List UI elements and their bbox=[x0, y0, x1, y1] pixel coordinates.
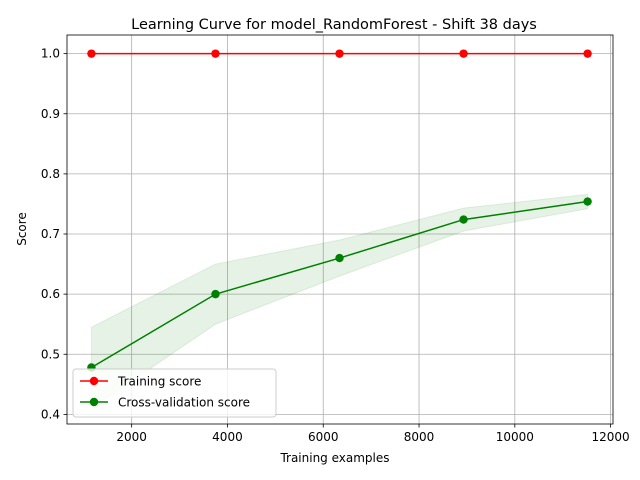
chart-title: Learning Curve for model_RandomForest - … bbox=[131, 17, 537, 33]
legend-marker bbox=[89, 376, 99, 386]
series-1-point bbox=[583, 197, 592, 206]
series-1-point bbox=[335, 253, 344, 263]
y-tick-label: 0.4 bbox=[41, 407, 60, 421]
series-0-point bbox=[87, 49, 96, 58]
y-tick-label: 0.7 bbox=[41, 227, 60, 241]
y-tick-label: 0.8 bbox=[41, 167, 60, 181]
y-axis-label: Score bbox=[15, 212, 29, 246]
y-tick-label: 0.9 bbox=[41, 107, 60, 121]
x-axis-ticks: 2000 4000 6000 8000 10000 12000 bbox=[116, 424, 630, 444]
y-axis-ticks: 0.4 0.5 0.6 0.7 0.8 0.9 1.0 bbox=[41, 47, 67, 421]
series-points bbox=[87, 49, 592, 372]
legend-box bbox=[72, 368, 277, 418]
series-1-point bbox=[211, 289, 220, 299]
plot-frame bbox=[66, 34, 614, 425]
legend: Training score Cross-validation score bbox=[72, 368, 277, 418]
x-tick-label: 8000 bbox=[404, 430, 435, 444]
legend-label: Cross-validation score bbox=[118, 396, 250, 410]
legend-label: Training score bbox=[117, 375, 201, 389]
x-tick-label: 10000 bbox=[496, 430, 534, 444]
x-tick-label: 6000 bbox=[308, 430, 339, 444]
series-0-point bbox=[335, 49, 344, 58]
series-0-point bbox=[583, 49, 592, 58]
x-tick-label: 2000 bbox=[116, 430, 147, 444]
x-axis-label: Training examples bbox=[279, 451, 389, 465]
legend-marker bbox=[89, 397, 99, 407]
y-tick-label: 0.5 bbox=[41, 347, 60, 361]
series-1-band bbox=[90, 193, 589, 410]
confidence-bands bbox=[90, 53, 589, 410]
series-1-point bbox=[459, 215, 468, 224]
y-tick-label: 1.0 bbox=[41, 47, 60, 61]
series-0-point bbox=[459, 49, 468, 58]
x-tick-label: 12000 bbox=[592, 430, 630, 444]
y-tick-label: 0.6 bbox=[41, 287, 60, 301]
x-tick-label: 4000 bbox=[212, 430, 243, 444]
series-0-point bbox=[211, 49, 220, 58]
